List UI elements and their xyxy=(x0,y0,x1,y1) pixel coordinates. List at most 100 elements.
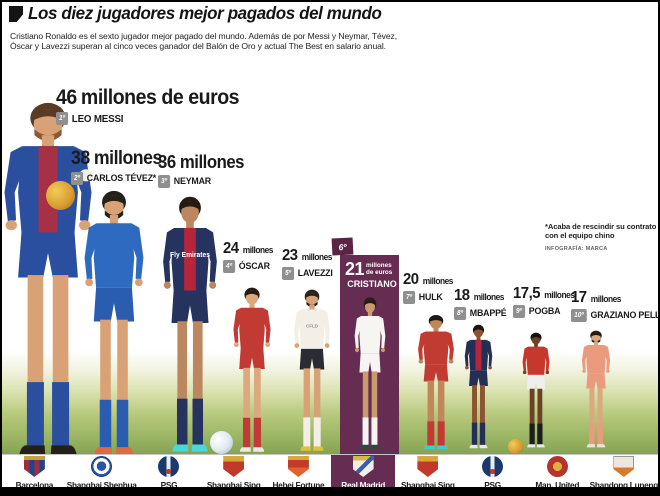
real-madrid-crest-icon xyxy=(352,456,374,477)
label-lavezzi: 23 millones 5º LAVEZZI xyxy=(282,247,333,280)
man-united-crest-icon xyxy=(546,456,568,477)
player-figure-mbappe xyxy=(457,322,500,450)
salary-value: 21 xyxy=(345,259,365,279)
rank-badge: 9º xyxy=(513,305,526,318)
player-figure-cristiano xyxy=(346,294,394,451)
salary-unit: millones xyxy=(544,290,575,300)
infographic-credit: INFOGRAFÍA: MARCA xyxy=(545,246,608,252)
footer-club-hebei-fortune: Hebei Fortune xyxy=(266,455,331,492)
marca-bullet-icon xyxy=(9,6,23,22)
salary-value: 38 xyxy=(71,148,90,169)
gold-ball-icon xyxy=(46,181,75,210)
club-name: PSG xyxy=(160,480,178,490)
player-name: CRISTIANO xyxy=(347,279,397,289)
club-strip: Barcelona Shanghai Shenhua PSG Shanghai … xyxy=(2,454,658,492)
player-name: LEO MESSI xyxy=(71,112,124,125)
player-name: CARLOS TÉVEZ* xyxy=(86,173,157,184)
rank-badge: 8º xyxy=(454,307,467,320)
player-name: MBAPPÉ xyxy=(469,308,507,319)
salary-unit: millones xyxy=(242,245,274,255)
player-name: POGBA xyxy=(528,306,561,317)
salary-unit: millones xyxy=(179,152,245,172)
club-name: Shanghai Sipg xyxy=(206,480,261,490)
label-oscar: 24 millones 4º ÓSCAR xyxy=(223,240,273,273)
club-name: Shandong Luneng xyxy=(589,480,658,490)
rank-badge: 3º xyxy=(158,175,171,188)
footer-club-psg-2: PSG xyxy=(460,455,525,492)
shanghai-shenhua-crest-icon xyxy=(91,456,113,477)
subtitle: Cristiano Ronaldo es el sexto jugador me… xyxy=(10,31,397,51)
gold-ball-icon xyxy=(508,439,523,454)
rank-badge: 1º xyxy=(56,112,69,125)
footnote: *Acaba de rescindir su contrato con el e… xyxy=(545,222,658,254)
salary-value: 20 xyxy=(403,271,419,288)
footer-club-man-united: Man. United xyxy=(525,455,590,492)
psg-crest-icon xyxy=(482,456,504,477)
salary-value: 23 xyxy=(282,247,298,264)
footer-club-shandong-luneng: Shandong Luneng xyxy=(590,455,658,492)
footnote-line2: con el equipo chino xyxy=(545,231,615,240)
player-figure-hulk xyxy=(408,312,464,451)
player-figure-oscar xyxy=(223,284,281,454)
player-figure-pogba xyxy=(515,330,557,449)
club-name: Shanghai Sipg xyxy=(400,480,455,490)
footer-club-shanghai-sipg-2: Shanghai Sipg xyxy=(395,455,460,492)
label-graziano-pelle: 17 millones 10º GRAZIANO PELLÉ xyxy=(571,289,658,322)
club-name: Shanghai Shenhua xyxy=(66,480,137,490)
player-name: LAVEZZI xyxy=(297,268,333,279)
player-name: ÓSCAR xyxy=(238,261,270,272)
barcelona-crest-icon xyxy=(23,456,45,477)
footer-club-barcelona: Barcelona xyxy=(2,455,67,492)
salary-value: 24 xyxy=(223,240,239,257)
salary-value: 17 xyxy=(571,289,587,306)
salary-value: 36 xyxy=(158,152,176,172)
svg-text:Fly Emirates: Fly Emirates xyxy=(170,252,210,259)
footer-club-shanghai-shenhua: Shanghai Shenhua xyxy=(67,455,137,492)
rank-badge: 7º xyxy=(403,291,416,304)
shanghai-sipg-crest-icon xyxy=(223,456,245,477)
player-figure-lavezzi: CFLD xyxy=(284,286,340,453)
salary-unit: millones xyxy=(590,294,622,304)
salary-value: 17,5 xyxy=(513,285,541,302)
salary-unit: millones xyxy=(301,252,333,262)
salary-unit: millones xyxy=(93,148,162,169)
salary-unit: millones de euros xyxy=(366,262,393,276)
player-figure-neymar: Fly Emirates xyxy=(148,191,232,455)
subtitle-line2: Óscar y Lavezzi superan al cinco veces g… xyxy=(10,41,386,51)
subtitle-line1: Cristiano Ronaldo es el sexto jugador me… xyxy=(10,31,397,41)
footer-club-psg: PSG xyxy=(137,455,202,492)
salary-value: 18 xyxy=(454,287,470,304)
footer-club-real-madrid: Real Madrid xyxy=(330,455,396,492)
label-neymar: 36 millones 3º NEYMAR xyxy=(158,152,245,188)
psg-crest-icon xyxy=(158,456,180,477)
club-name: Man. United xyxy=(535,480,580,490)
salary-unit: millones de euros xyxy=(80,86,240,109)
rank-badge: 4º xyxy=(223,260,236,273)
label-leo-messi: 46 millones de euros 1º LEO MESSI xyxy=(56,86,240,125)
shandong-luneng-crest-icon xyxy=(613,456,635,477)
bottom-border-bar xyxy=(2,487,658,494)
footer-club-shanghai-sipg: Shanghai Sipg xyxy=(201,455,266,492)
label-hulk: 20 millones 7º HULK xyxy=(403,271,453,304)
hebei-fortune-crest-icon xyxy=(287,456,309,477)
player-figure-pelle xyxy=(574,328,618,449)
salary-unit: millones xyxy=(473,292,505,302)
match-ball-icon xyxy=(210,431,233,454)
club-name: Hebei Fortune xyxy=(272,480,325,490)
page-title: Los diez jugadores mejor pagados del mun… xyxy=(28,3,382,23)
club-name: Real Madrid xyxy=(341,480,385,490)
rank-badge-cristiano: 6º xyxy=(331,237,354,256)
rank-badge: 2º xyxy=(71,172,84,185)
salary-value: 46 xyxy=(56,86,77,109)
player-name: HULK xyxy=(418,292,443,303)
club-name: PSG xyxy=(484,480,501,490)
label-cristiano: 21 millones de euros CRISTIANO xyxy=(345,260,399,289)
label-carlos-tevez: 38 millones 2º CARLOS TÉVEZ* xyxy=(71,148,162,185)
shanghai-sipg-crest-icon xyxy=(417,456,439,477)
rank-badge: 10º xyxy=(571,309,587,322)
player-name: NEYMAR xyxy=(173,176,211,187)
salary-unit: millones xyxy=(422,276,454,286)
rank-badge: 5º xyxy=(282,267,295,280)
club-name: Barcelona xyxy=(15,480,54,490)
